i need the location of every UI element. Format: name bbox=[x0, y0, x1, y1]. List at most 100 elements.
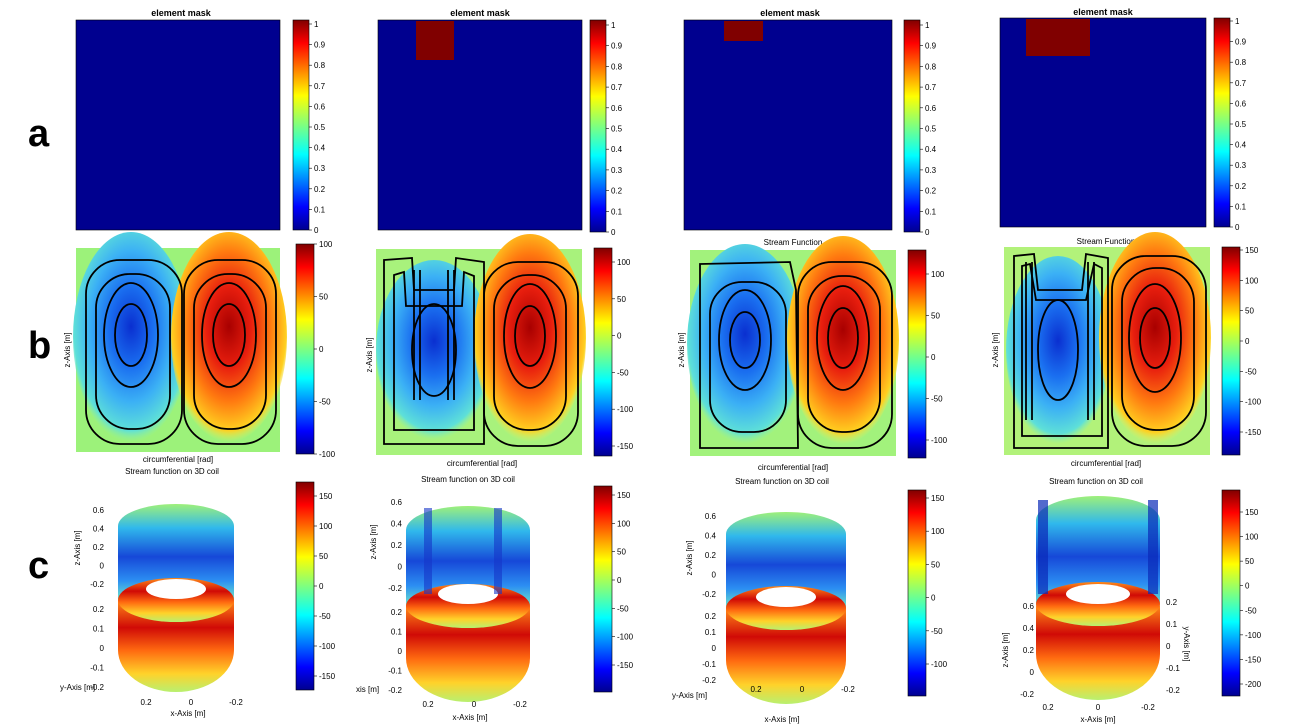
axis-tick-label: 0 bbox=[1030, 668, 1035, 677]
axis-tick-label: 0 bbox=[1166, 642, 1171, 651]
y-axis-label: z-Axis [m] bbox=[991, 332, 1000, 367]
colorbar-tick-label: -150 bbox=[1245, 655, 1262, 664]
axis-tick-label: 0.2 bbox=[93, 605, 105, 614]
colorbar-tick-label: 0.1 bbox=[314, 205, 326, 214]
y-axis-label: z-Axis [m] bbox=[365, 337, 374, 372]
z-axis-label: z-Axis [m] bbox=[1001, 632, 1010, 667]
axis-tick-label: 0 bbox=[712, 571, 717, 580]
x-axis-label: x-Axis [m] bbox=[1080, 715, 1115, 724]
axis-tick-label: 0.2 bbox=[750, 685, 762, 694]
axis-tick-label: -0.2 bbox=[1020, 690, 1034, 699]
colorbar-tick-label: 50 bbox=[617, 548, 626, 557]
row-label-a: a bbox=[28, 113, 50, 155]
colorbar-tick-label: 0.9 bbox=[611, 42, 623, 51]
colorbar-tick-label: 0.7 bbox=[314, 82, 326, 91]
axis-tick-label: -0.1 bbox=[1166, 664, 1180, 673]
contour-lines bbox=[85, 259, 277, 445]
axis-tick-label: 0.2 bbox=[1166, 598, 1178, 607]
colorbar-tick-label: 0.4 bbox=[611, 145, 623, 154]
y-axis-label: y-Axis [m] bbox=[672, 691, 707, 700]
row-label-c: c bbox=[28, 545, 49, 587]
colorbar-tick-label: 100 bbox=[617, 519, 631, 528]
colorbar-ticks: 100 50 0 -50 -100 bbox=[926, 270, 948, 445]
colorbar-tick-label: -50 bbox=[319, 612, 331, 621]
colorbar bbox=[295, 481, 315, 691]
axis-tick-label: 0 bbox=[712, 644, 717, 653]
z-axis-label: z-Axis [m] bbox=[685, 540, 694, 575]
colorbar-ticks: 150 100 50 0 -50 -100 -150 bbox=[1240, 246, 1262, 437]
colorbar-tick-label: 0.7 bbox=[925, 83, 937, 92]
panel-c4: Stream function on 3D coil 0.6 0.4 0.2 0 -0.… bbox=[1001, 477, 1262, 724]
x-axis-label: x-Axis [m] bbox=[170, 709, 205, 718]
mask-background bbox=[75, 19, 281, 231]
colorbar-ticks: 1 0.9 0.8 0.7 0.6 0.5 0.4 0.3 0.2 0.1 0 bbox=[309, 20, 326, 235]
colorbar-tick-label: -50 bbox=[617, 604, 629, 613]
colorbar-tick-label: 50 bbox=[617, 295, 626, 304]
colorbar-tick-label: 0 bbox=[1245, 337, 1250, 346]
colorbar bbox=[593, 247, 613, 457]
coil-opening bbox=[146, 579, 206, 599]
colorbar bbox=[1221, 489, 1241, 697]
colorbar bbox=[903, 19, 921, 233]
axis-tick-label: -0.2 bbox=[1166, 686, 1180, 695]
panel-title: Stream function on 3D coil bbox=[1049, 477, 1143, 486]
colorbar-tick-label: 0.3 bbox=[1235, 161, 1247, 170]
colorbar-tick-label: 0.1 bbox=[925, 207, 937, 216]
coil-opening bbox=[1066, 584, 1130, 604]
axis-tick-label: 0.4 bbox=[1023, 624, 1035, 633]
colorbar-tick-label: 0.5 bbox=[314, 123, 326, 132]
mask-active-region bbox=[1026, 19, 1090, 56]
colorbar-tick-label: 100 bbox=[617, 258, 631, 267]
colorbar-tick-label: -150 bbox=[617, 442, 634, 451]
panel-c1: Stream function on 3D coil 0.6 0.4 0.2 0 -0.… bbox=[60, 467, 336, 718]
axis-tick-label: 0.6 bbox=[93, 506, 105, 515]
axis-tick-label: 0 bbox=[189, 698, 194, 707]
colorbar-tick-label: -100 bbox=[931, 436, 948, 445]
axis-tick-label: -0.2 bbox=[388, 584, 402, 593]
axis-tick-label: -0.2 bbox=[229, 698, 243, 707]
axis-tick-label: 0.2 bbox=[93, 543, 105, 552]
axis-tick-label: 0.2 bbox=[705, 612, 717, 621]
axis-tick-label: -0.2 bbox=[841, 685, 855, 694]
colorbar-tick-label: 0.7 bbox=[611, 83, 623, 92]
coil-upper bbox=[726, 512, 846, 608]
row-label-b: b bbox=[28, 325, 51, 367]
coil-upper bbox=[1036, 496, 1160, 606]
red-lobe bbox=[171, 232, 287, 442]
axis-tick-label: 0.2 bbox=[422, 700, 434, 709]
panel-a3: element mask 1 0.9 0.8 0.7 0.6 0.5 0.4 0.3 0.2 0.… bbox=[683, 8, 937, 237]
z-ticks: 0.6 0.4 0.2 0 -0.2 bbox=[1020, 602, 1034, 699]
x-axis-label: x-Axis [m] bbox=[764, 715, 799, 724]
colorbar-tick-label: 0.1 bbox=[1235, 202, 1247, 211]
y-ticks: 0.2 0.1 0 -0.1 -0.2 bbox=[388, 608, 402, 695]
mask-stripe bbox=[1148, 500, 1158, 594]
colorbar bbox=[589, 19, 607, 233]
colorbar-tick-label: 0 bbox=[931, 353, 936, 362]
colorbar-tick-label: 0.8 bbox=[1235, 58, 1247, 67]
axis-tick-label: 0 bbox=[1096, 703, 1101, 712]
axis-tick-label: 0.1 bbox=[705, 628, 717, 637]
colorbar-tick-label: 0.7 bbox=[1235, 79, 1247, 88]
mask-background bbox=[377, 19, 583, 231]
axis-tick-label: 0.4 bbox=[93, 525, 105, 534]
colorbar-tick-label: 0 bbox=[1235, 223, 1240, 232]
panel-c2: Stream function on 3D coil 0.6 0.4 0.2 0 -0.… bbox=[356, 475, 634, 722]
colorbar-tick-label: 0.5 bbox=[611, 125, 623, 134]
axis-tick-label: 0.2 bbox=[140, 698, 152, 707]
colorbar-tick-label: -100 bbox=[1245, 631, 1262, 640]
colorbar-tick-label: -50 bbox=[319, 398, 331, 407]
axis-tick-label: 0.6 bbox=[705, 512, 717, 521]
colorbar-tick-label: -100 bbox=[319, 642, 336, 651]
colorbar-tick-label: 1 bbox=[314, 20, 319, 29]
coil-lower bbox=[118, 600, 234, 692]
coil-lower bbox=[726, 608, 846, 704]
colorbar-tick-label: 0.8 bbox=[314, 61, 326, 70]
contour-lines bbox=[699, 261, 893, 449]
colorbar-tick-label: -200 bbox=[1245, 680, 1262, 689]
axis-tick-label: 0.2 bbox=[1042, 703, 1054, 712]
colorbar-tick-label: -100 bbox=[617, 405, 634, 414]
axis-tick-label: 0.2 bbox=[1023, 646, 1035, 655]
coil-upper bbox=[118, 504, 234, 600]
colorbar-ticks: 150 100 50 0 -50 -100 bbox=[926, 494, 948, 669]
